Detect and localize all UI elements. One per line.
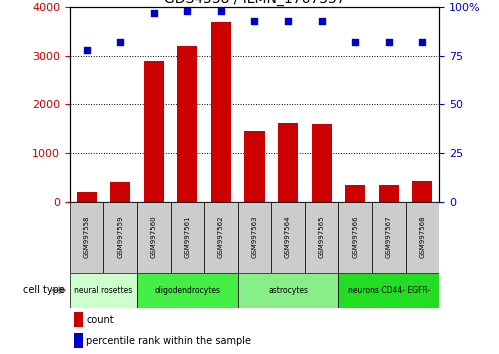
Bar	[238, 273, 338, 308]
Text: GSM997565: GSM997565	[319, 216, 325, 258]
Point	[385, 39, 393, 45]
Point	[83, 47, 91, 53]
Point	[217, 8, 225, 14]
Bar	[70, 202, 103, 273]
Bar	[177, 46, 198, 202]
Text: GSM997568: GSM997568	[419, 216, 425, 258]
Bar	[103, 202, 137, 273]
Text: neurons CD44- EGFR-: neurons CD44- EGFR-	[348, 286, 430, 295]
Text: GSM997564: GSM997564	[285, 216, 291, 258]
Bar	[278, 123, 298, 202]
Text: neural rosettes: neural rosettes	[74, 286, 133, 295]
Point	[250, 18, 258, 23]
Bar	[338, 273, 439, 308]
Text: GSM997561: GSM997561	[184, 216, 190, 258]
Bar	[379, 185, 399, 202]
Bar	[372, 202, 406, 273]
Bar	[305, 202, 338, 273]
Point	[116, 39, 124, 45]
Bar	[137, 202, 171, 273]
Text: astrocytes: astrocytes	[268, 286, 308, 295]
Bar	[345, 185, 365, 202]
Point	[183, 8, 191, 14]
Text: cell type: cell type	[23, 285, 65, 295]
Text: count: count	[86, 315, 114, 325]
Point	[318, 18, 326, 23]
Bar	[412, 181, 433, 202]
Bar	[73, 333, 83, 348]
Point	[284, 18, 292, 23]
Bar	[110, 182, 130, 202]
Text: GSM997558: GSM997558	[84, 216, 90, 258]
Bar	[338, 202, 372, 273]
Bar	[211, 22, 231, 202]
Bar	[144, 61, 164, 202]
Point	[351, 39, 359, 45]
Bar	[238, 202, 271, 273]
Text: percentile rank within the sample: percentile rank within the sample	[86, 336, 251, 346]
Bar	[171, 202, 204, 273]
Point	[150, 10, 158, 16]
Bar	[311, 124, 332, 202]
Text: GSM997560: GSM997560	[151, 216, 157, 258]
Text: GSM997566: GSM997566	[352, 216, 358, 258]
Text: oligodendrocytes: oligodendrocytes	[154, 286, 221, 295]
Bar	[406, 202, 439, 273]
Bar	[76, 192, 97, 202]
Bar	[245, 131, 264, 202]
Bar	[271, 202, 305, 273]
Text: GSM997559: GSM997559	[117, 216, 123, 258]
Point	[418, 39, 426, 45]
Text: GSM997562: GSM997562	[218, 216, 224, 258]
Bar	[137, 273, 238, 308]
Text: GSM997567: GSM997567	[386, 216, 392, 258]
Bar	[70, 273, 137, 308]
Title: GDS4538 / ILMN_1767337: GDS4538 / ILMN_1767337	[164, 0, 345, 6]
Bar	[73, 312, 83, 327]
Text: GSM997563: GSM997563	[251, 216, 257, 258]
Bar	[204, 202, 238, 273]
